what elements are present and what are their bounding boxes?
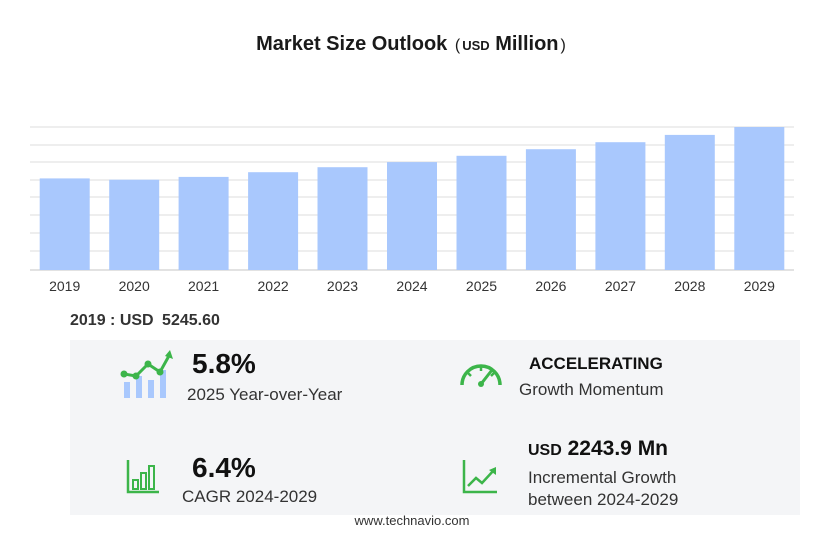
chart-x-tick-labels: 2019 2020 2021 2022 2023 2024 2025 2026 2027 2028… xyxy=(49,278,775,294)
x-tick-label-2025: 2025 xyxy=(466,278,497,294)
x-tick-label-2020: 2020 xyxy=(119,278,150,294)
x-tick-label-2019: 2019 xyxy=(49,278,80,294)
incremental-label-line1: Incremental Growth xyxy=(528,468,677,487)
base-year-summary: 2019 : USD 5245.60 xyxy=(70,312,220,330)
chart-title: Market Size Outlook (USD Million) xyxy=(0,33,824,56)
incremental-value: USD 2243.9 Mn xyxy=(528,437,668,461)
x-tick-label-2023: 2023 xyxy=(327,278,358,294)
bar-2023 xyxy=(317,167,368,270)
bar-2021 xyxy=(178,176,229,270)
title-main: Market Size Outlook xyxy=(256,33,448,55)
base-year-value: 5245.60 xyxy=(162,312,220,329)
x-tick-label-2021: 2021 xyxy=(188,278,219,294)
bar-2028 xyxy=(664,134,715,270)
growth-chart-icon xyxy=(120,350,173,398)
cagr-label: CAGR 2024-2029 xyxy=(182,487,318,506)
yoy-label: 2025 Year-over-Year xyxy=(187,385,343,404)
title-close-paren: ) xyxy=(560,37,566,54)
x-tick-label-2024: 2024 xyxy=(396,278,427,294)
incremental-unit: USD xyxy=(528,442,562,459)
cagr-value: 6.4% xyxy=(192,452,256,483)
title-unit: USD xyxy=(462,38,490,53)
title-unit-word: Million xyxy=(495,33,559,55)
x-tick-label-2022: 2022 xyxy=(258,278,289,294)
x-tick-label-2028: 2028 xyxy=(674,278,705,294)
bar-2022 xyxy=(248,172,299,270)
momentum-label: Growth Momentum xyxy=(519,380,664,399)
bar-2027 xyxy=(595,142,646,270)
trend-line-icon xyxy=(462,460,497,494)
bar-2019 xyxy=(39,178,90,270)
momentum-value: ACCELERATING xyxy=(529,354,663,373)
x-tick-label-2027: 2027 xyxy=(605,278,636,294)
speedometer-icon xyxy=(460,364,502,387)
bar-2029 xyxy=(734,127,785,270)
incremental-amount: 2243.9 Mn xyxy=(567,437,669,460)
footer-url: www.technavio.com xyxy=(354,513,470,528)
bar-2025 xyxy=(456,155,507,270)
incremental-label-line2: between 2024-2029 xyxy=(528,490,679,509)
yoy-value: 5.8% xyxy=(192,348,256,379)
bar-chart-icon xyxy=(126,460,159,494)
chart-bars xyxy=(39,127,785,270)
base-year-label: 2019 : USD xyxy=(70,312,154,329)
bar-2026 xyxy=(525,149,576,270)
stats-panel: 5.8% 2025 Year-over-Year ACCELERATING Gr… xyxy=(70,340,800,515)
bar-2024 xyxy=(387,162,437,270)
x-tick-label-2026: 2026 xyxy=(535,278,566,294)
bar-2020 xyxy=(109,179,160,270)
title-open-paren: ( xyxy=(454,37,461,54)
x-tick-label-2029: 2029 xyxy=(744,278,775,294)
market-size-bar-chart: 2019 2020 2021 2022 2023 2024 2025 2026 2027 2028… xyxy=(30,126,794,294)
